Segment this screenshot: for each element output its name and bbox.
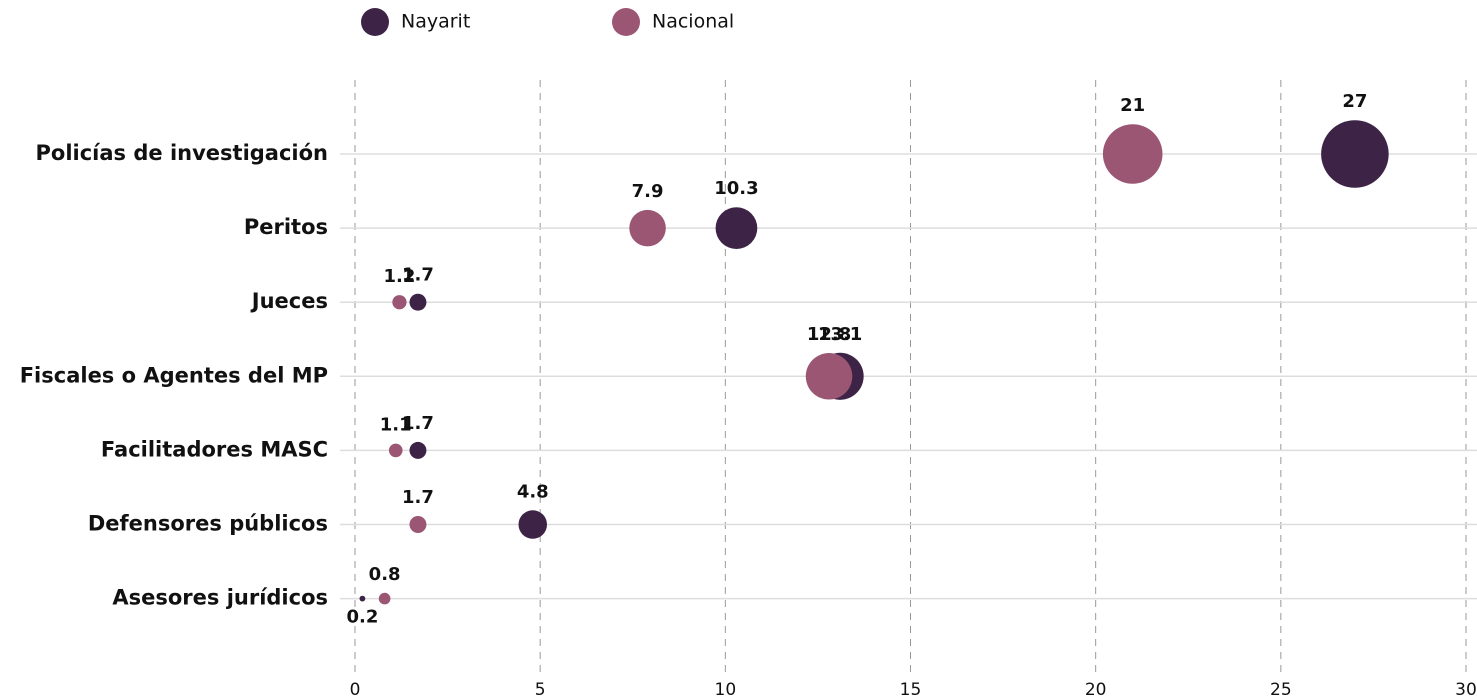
data-label: 13.1 <box>818 324 862 345</box>
y-tick-label: Policías de investigación <box>36 141 328 165</box>
bubble <box>629 209 666 247</box>
y-tick-label: Facilitadores MASC <box>101 437 328 461</box>
bubble <box>409 441 427 459</box>
y-tick-label: Fiscales o Agentes del MP <box>20 363 328 387</box>
x-tick-label: 5 <box>535 680 546 699</box>
y-tick-label: Defensores públicos <box>88 512 328 536</box>
x-tick-label: 15 <box>900 680 922 699</box>
x-tick-label: 20 <box>1085 680 1107 699</box>
legend-marker <box>361 8 389 36</box>
bubble <box>715 207 758 249</box>
data-label: 27 <box>1342 91 1367 112</box>
bubble <box>378 592 391 605</box>
x-tick-label: 30 <box>1455 680 1477 699</box>
bubble <box>392 295 407 310</box>
data-label: 12.8 <box>807 324 851 345</box>
bubble <box>388 443 403 458</box>
y-tick-label: Asesores jurídicos <box>112 586 328 610</box>
data-label: 0.2 <box>346 607 378 628</box>
data-label: 1.1 <box>380 415 412 436</box>
data-label: 7.9 <box>632 181 664 202</box>
legend-marker <box>612 8 640 36</box>
x-tick-label: 25 <box>1270 680 1292 699</box>
bubble <box>409 293 427 311</box>
data-label: 4.8 <box>517 481 549 502</box>
bubble <box>409 516 427 533</box>
x-tick-label: 0 <box>350 680 361 699</box>
y-tick-label: Jueces <box>250 289 328 313</box>
y-tick-label: Peritos <box>244 215 328 239</box>
legend-label: Nayarit <box>401 11 470 33</box>
data-label: 0.8 <box>369 564 401 585</box>
bubble <box>518 510 548 539</box>
legend-label: Nacional <box>652 11 734 33</box>
data-label: 1.7 <box>402 413 434 434</box>
data-label: 21 <box>1120 95 1145 116</box>
bubble <box>359 595 366 602</box>
data-label: 1.7 <box>402 265 434 286</box>
data-label: 1.2 <box>383 266 415 287</box>
x-tick-label: 10 <box>715 680 737 699</box>
data-label: 10.3 <box>714 178 758 199</box>
data-label: 1.7 <box>402 487 434 508</box>
bubble <box>1102 124 1163 184</box>
bubble <box>805 353 853 400</box>
bubble <box>1321 120 1389 188</box>
